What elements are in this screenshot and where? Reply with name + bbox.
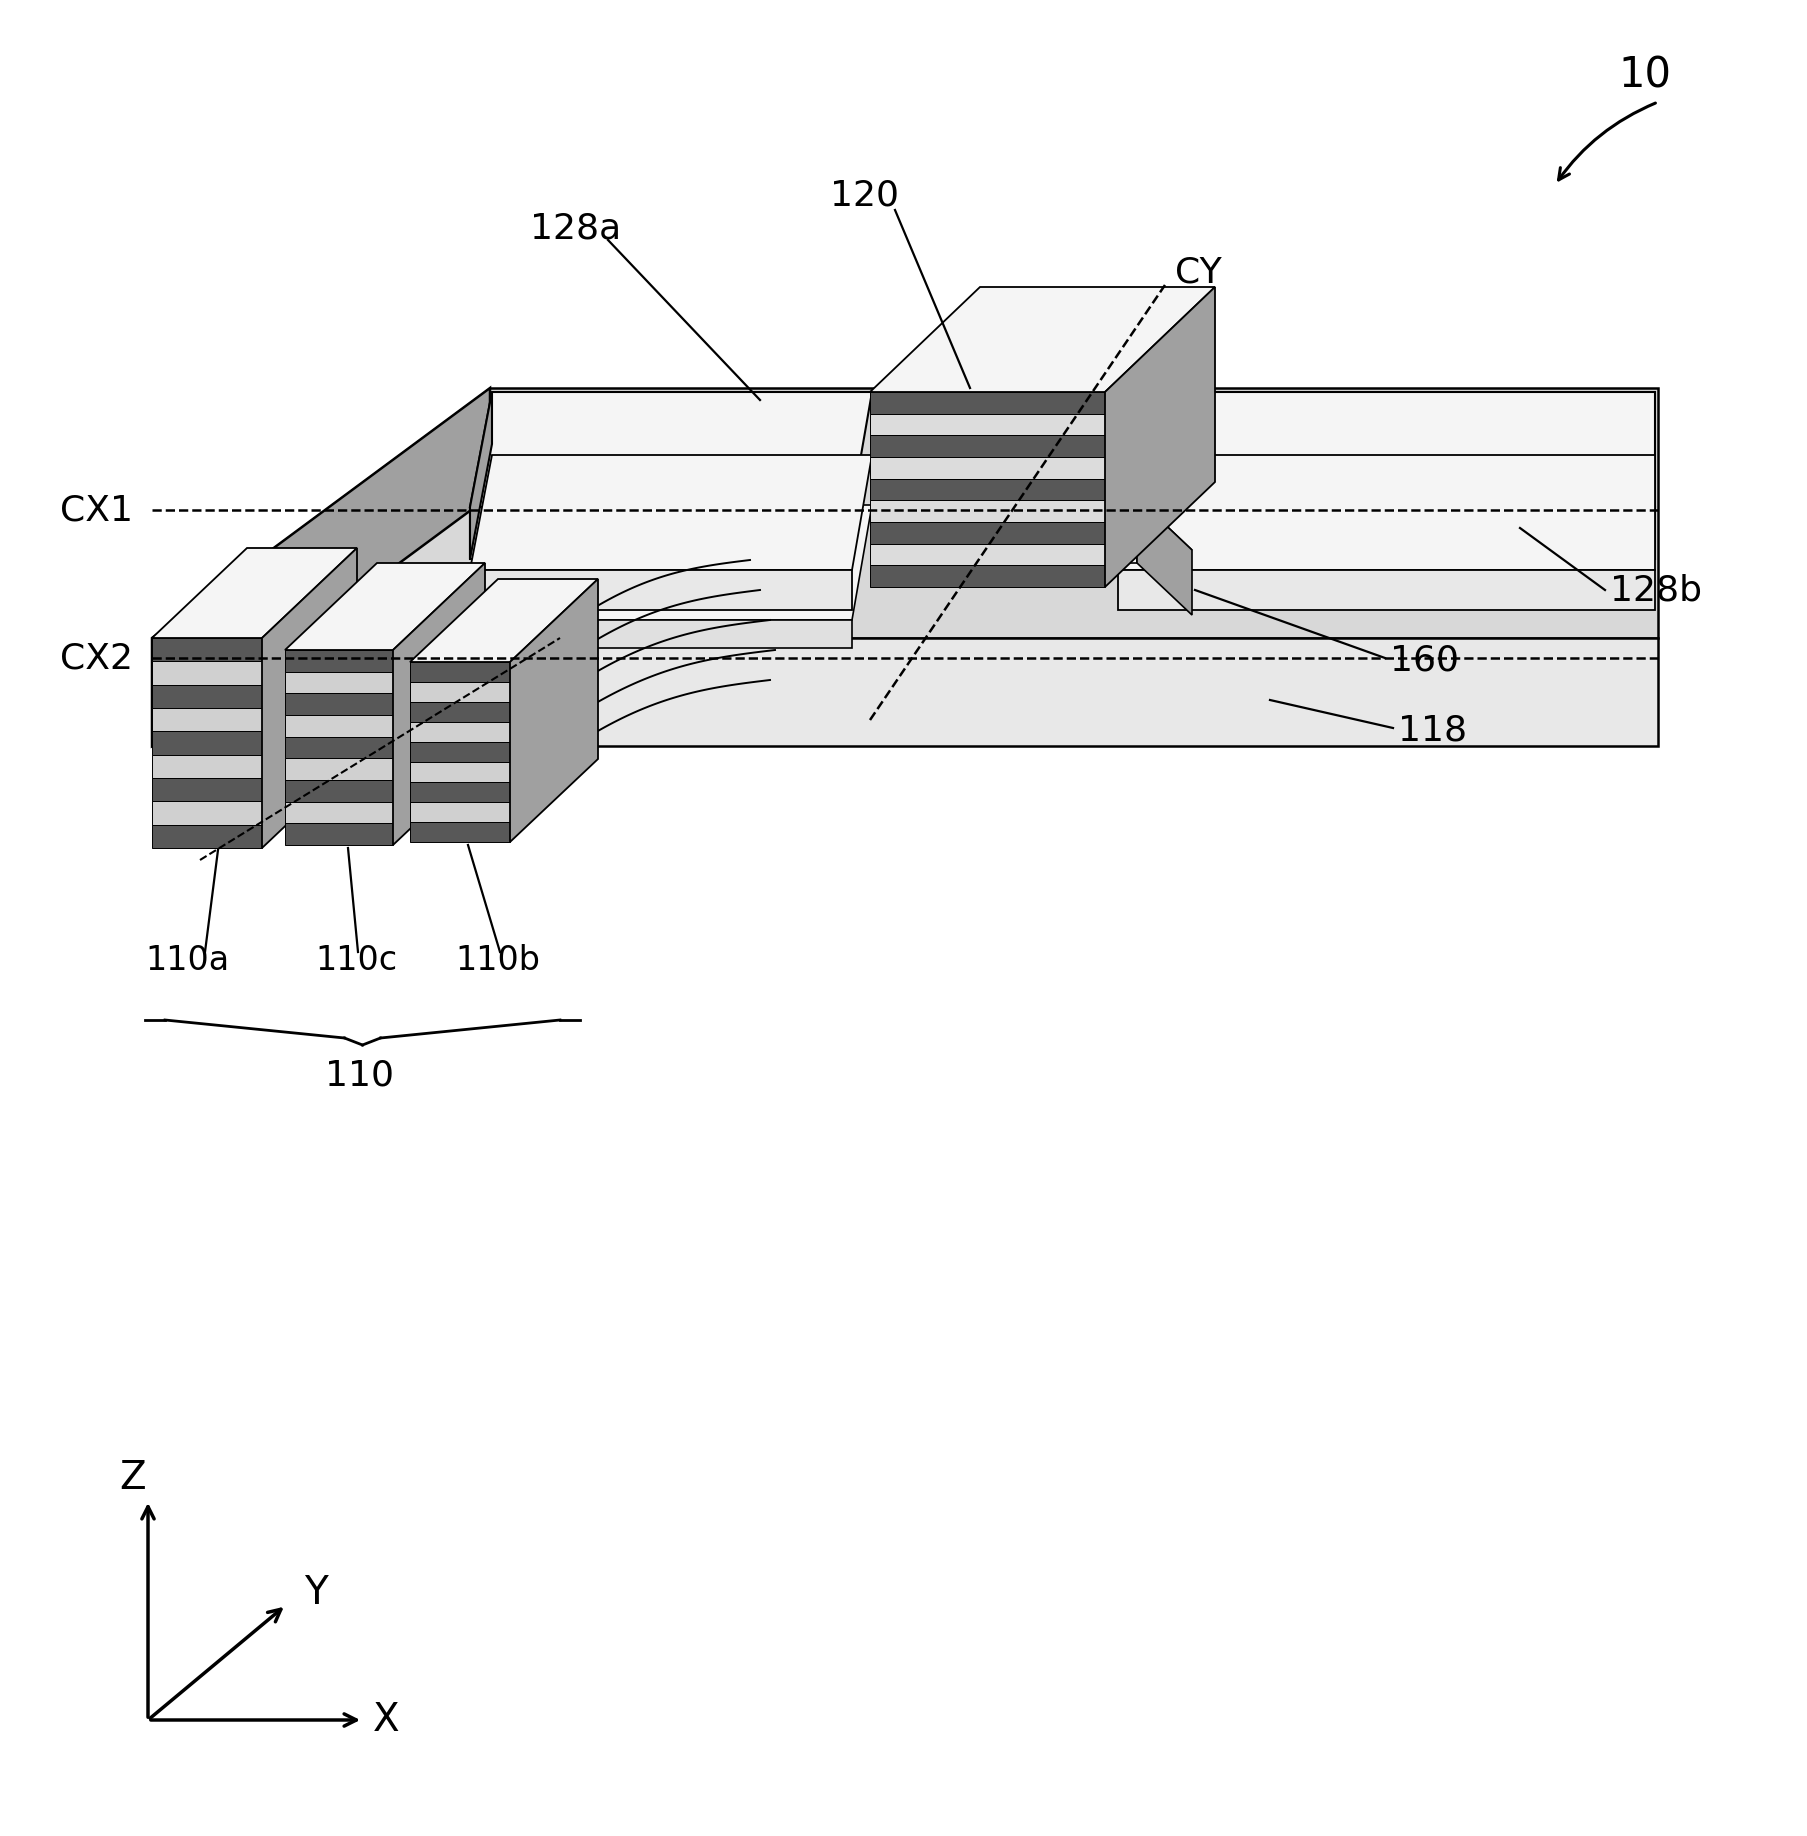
Polygon shape bbox=[470, 569, 851, 610]
Polygon shape bbox=[286, 564, 484, 650]
Polygon shape bbox=[286, 780, 392, 802]
Polygon shape bbox=[392, 564, 484, 845]
Polygon shape bbox=[286, 823, 392, 845]
Polygon shape bbox=[1117, 393, 1653, 507]
Polygon shape bbox=[286, 736, 392, 758]
Text: 128a: 128a bbox=[529, 211, 622, 244]
Polygon shape bbox=[152, 637, 1657, 745]
Polygon shape bbox=[1117, 507, 1653, 558]
Polygon shape bbox=[410, 742, 510, 762]
Polygon shape bbox=[470, 507, 851, 558]
Polygon shape bbox=[286, 714, 392, 736]
Polygon shape bbox=[410, 681, 510, 701]
Text: 110c: 110c bbox=[314, 944, 398, 977]
Text: Z: Z bbox=[119, 1460, 146, 1496]
Polygon shape bbox=[152, 755, 262, 778]
Text: 120: 120 bbox=[829, 178, 898, 211]
Polygon shape bbox=[410, 823, 510, 843]
Polygon shape bbox=[470, 505, 871, 621]
Polygon shape bbox=[869, 479, 1104, 501]
Polygon shape bbox=[152, 387, 1657, 637]
Polygon shape bbox=[510, 578, 598, 843]
Polygon shape bbox=[410, 802, 510, 823]
Polygon shape bbox=[286, 694, 392, 714]
Polygon shape bbox=[1081, 498, 1191, 551]
Polygon shape bbox=[286, 758, 392, 780]
Text: 128b: 128b bbox=[1608, 573, 1700, 608]
Text: CX1: CX1 bbox=[60, 494, 134, 527]
Polygon shape bbox=[470, 393, 492, 558]
Text: 118: 118 bbox=[1397, 712, 1465, 747]
Polygon shape bbox=[470, 393, 871, 507]
Polygon shape bbox=[410, 578, 598, 663]
Text: 160: 160 bbox=[1390, 643, 1458, 677]
Polygon shape bbox=[410, 722, 510, 742]
Polygon shape bbox=[286, 802, 392, 823]
Polygon shape bbox=[869, 435, 1104, 457]
Polygon shape bbox=[152, 637, 262, 661]
Polygon shape bbox=[869, 286, 1214, 393]
Polygon shape bbox=[152, 800, 262, 824]
Polygon shape bbox=[152, 547, 356, 637]
Text: 110a: 110a bbox=[145, 944, 229, 977]
Text: CX2: CX2 bbox=[60, 641, 134, 676]
Polygon shape bbox=[410, 762, 510, 782]
Polygon shape bbox=[286, 650, 392, 672]
Polygon shape bbox=[869, 413, 1104, 435]
Polygon shape bbox=[286, 672, 392, 694]
Polygon shape bbox=[152, 824, 262, 848]
Polygon shape bbox=[410, 701, 510, 722]
Polygon shape bbox=[152, 778, 262, 800]
Polygon shape bbox=[869, 543, 1104, 565]
Polygon shape bbox=[1137, 498, 1191, 615]
Text: CY: CY bbox=[1175, 255, 1222, 288]
Polygon shape bbox=[869, 501, 1104, 521]
Polygon shape bbox=[1117, 455, 1653, 569]
Polygon shape bbox=[410, 663, 510, 681]
Polygon shape bbox=[470, 455, 871, 569]
Text: X: X bbox=[372, 1700, 399, 1739]
Polygon shape bbox=[152, 661, 262, 685]
Polygon shape bbox=[1117, 569, 1653, 610]
Polygon shape bbox=[1081, 498, 1137, 564]
Polygon shape bbox=[1104, 286, 1214, 588]
Polygon shape bbox=[869, 457, 1104, 479]
Polygon shape bbox=[869, 393, 1104, 413]
Polygon shape bbox=[152, 685, 262, 709]
Text: 10: 10 bbox=[1617, 53, 1670, 95]
Polygon shape bbox=[869, 565, 1104, 588]
Polygon shape bbox=[470, 621, 851, 648]
Text: Y: Y bbox=[304, 1573, 327, 1612]
Polygon shape bbox=[152, 709, 262, 731]
Polygon shape bbox=[262, 547, 356, 848]
Polygon shape bbox=[152, 731, 262, 755]
Text: 110b: 110b bbox=[455, 944, 540, 977]
Polygon shape bbox=[410, 782, 510, 802]
Polygon shape bbox=[152, 387, 490, 745]
Polygon shape bbox=[869, 521, 1104, 543]
Text: 110: 110 bbox=[325, 1058, 394, 1092]
